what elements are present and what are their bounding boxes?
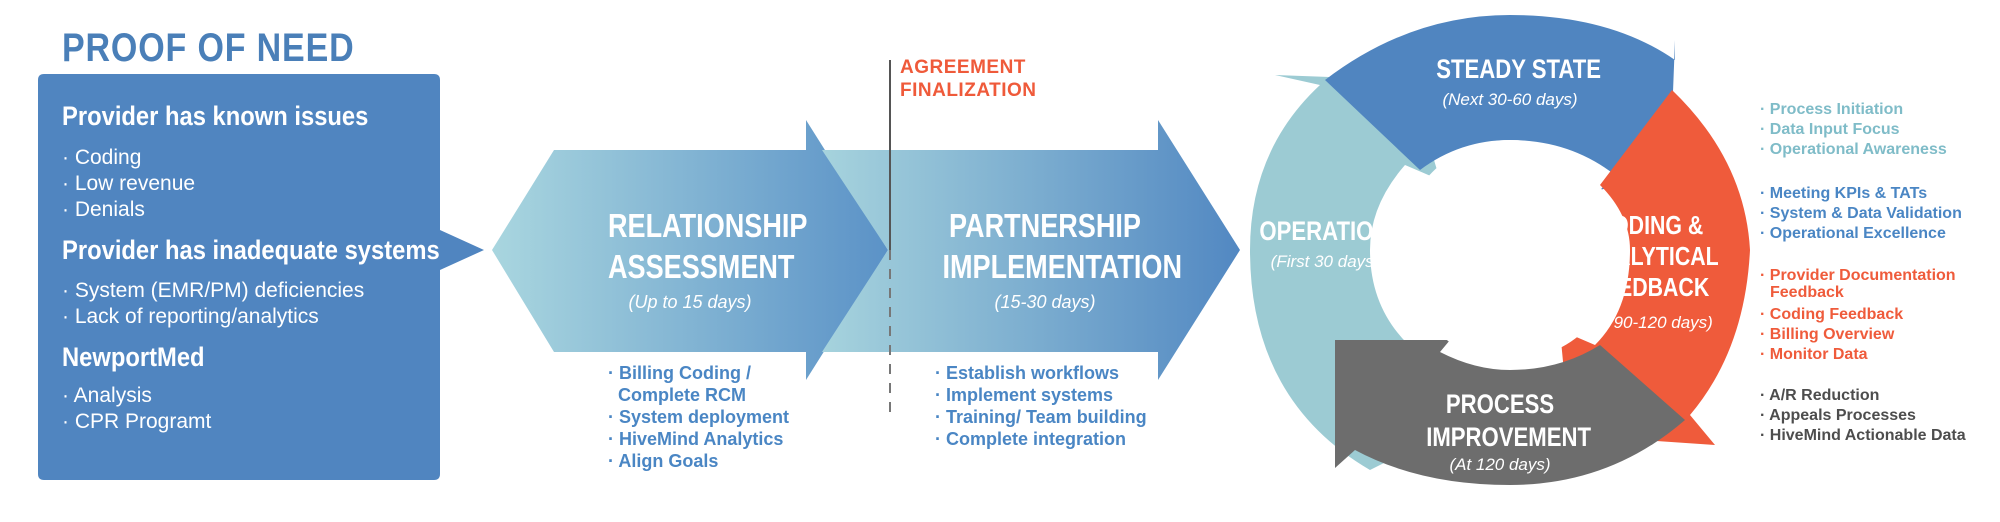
cycle-coding-feedback-title: CODING & ANALYTICAL FEEDBACK <box>1584 210 1719 303</box>
cycle-steady-state-sub: (Next 30-60 days) <box>1442 90 1578 109</box>
list-item: · Operational Excellence <box>1760 225 1946 242</box>
cycle-title-line: FEEDBACK <box>1590 272 1710 302</box>
agreement-line: FINALIZATION <box>900 80 1037 101</box>
list-item: · HiveMind Analytics <box>608 429 784 449</box>
list-item: · HiveMind Actionable Data <box>1760 427 1966 444</box>
relationship-assessment-duration: (Up to 15 days) <box>628 292 752 312</box>
list-item: · A/R Reduction <box>1760 387 1880 404</box>
steady-state-outcomes-list: · Meeting KPIs & TATs · System & Data Va… <box>1760 184 1962 244</box>
list-item: · Data Input Focus <box>1760 121 1900 138</box>
partnership-implementation-arrow <box>822 120 1240 380</box>
proof-heading-inadequate-systems: Provider has inadequate systems <box>62 235 440 265</box>
cycle-operations-sub: (First 30 days) <box>1270 252 1380 271</box>
agreement-finalization-label: AGREEMENT FINALIZATION <box>900 56 1037 102</box>
cycle-title-line: ANALYTICAL <box>1584 241 1719 271</box>
cycle-process-improvement-title: PROCESS IMPROVEMENT <box>1426 388 1592 454</box>
partnership-implementation-title: PARTNERSHIP IMPLEMENTATION <box>942 205 1183 287</box>
list-item: · Appeals Processes <box>1760 407 1916 424</box>
cycle-title-line: IMPROVEMENT <box>1426 422 1592 452</box>
partnership-implementation-duration: (15-30 days) <box>994 292 1096 312</box>
proof-item: · Low revenue <box>62 172 196 195</box>
list-item: Feedback <box>1770 284 1844 301</box>
relationship-assessment-title: RELATIONSHIP ASSESSMENT <box>608 205 808 287</box>
list-item: · Process Initiation <box>1760 101 1904 118</box>
list-item: · Billing Overview <box>1760 326 1895 343</box>
stage-title-line: IMPLEMENTATION <box>942 248 1183 285</box>
cycle-steady-state-segment <box>1325 15 1675 190</box>
list-item: · Align Goals <box>608 451 719 471</box>
stage-title-line: RELATIONSHIP <box>608 207 808 244</box>
relationship-assessment-bullets: · Billing Coding / Complete RCM · System… <box>608 362 789 472</box>
list-item: · Establish workflows <box>935 363 1120 383</box>
stage-title-line: PARTNERSHIP <box>949 207 1141 244</box>
coding-feedback-outcomes-list: · Provider Documentation Feedback · Codi… <box>1760 267 1956 365</box>
proof-heading-newportmed: NewportMed <box>62 342 205 372</box>
cycle-process-improvement-segment <box>1335 340 1685 485</box>
cycle-title-line: PROCESS <box>1445 389 1555 419</box>
partnership-implementation-bullets: · Establish workflows · Implement system… <box>935 362 1147 450</box>
cycle-process-improvement-sub: (At 120 days) <box>1449 455 1551 474</box>
proof-heading-known-issues: Provider has known issues <box>62 101 369 131</box>
agreement-line: AGREEMENT <box>900 57 1026 78</box>
proof-item: · System (EMR/PM) deficiencies <box>62 279 365 302</box>
list-item: · Billing Coding / <box>608 363 751 383</box>
page-title: PROOF OF NEED <box>62 26 355 70</box>
list-item: · Coding Feedback <box>1760 306 1904 323</box>
list-item: · Provider Documentation <box>1760 267 1956 284</box>
proof-item: · Coding <box>62 146 142 169</box>
cycle-steady-state-title: STEADY STATE <box>1436 54 1602 84</box>
list-item: · Complete integration <box>935 429 1127 449</box>
list-item: · Operational Awareness <box>1760 141 1947 158</box>
proof-item: · Denials <box>62 198 145 221</box>
cycle-operations-title: OPERATIONS <box>1259 216 1405 246</box>
process-improvement-outcomes-list: · A/R Reduction · Appeals Processes · Hi… <box>1760 386 1966 446</box>
list-item: Complete RCM <box>618 385 747 405</box>
proof-item: · Analysis <box>62 384 152 407</box>
proof-item: · Lack of reporting/analytics <box>62 305 319 328</box>
operations-outcomes-list: · Process Initiation · Data Input Focus … <box>1760 100 1947 160</box>
stage-title-line: ASSESSMENT <box>608 248 795 285</box>
list-item: · System & Data Validation <box>1760 205 1962 222</box>
list-item: · Monitor Data <box>1760 346 1868 363</box>
relationship-assessment-arrow <box>492 120 888 380</box>
proof-of-need-box <box>38 74 484 480</box>
list-item: · Implement systems <box>935 385 1114 405</box>
list-item: · Training/ Team building <box>935 407 1147 427</box>
cycle-title-line: CODING & <box>1596 210 1704 240</box>
list-item: · Meeting KPIs & TATs <box>1760 185 1928 202</box>
list-item: · System deployment <box>608 407 790 427</box>
cycle-coding-feedback-sub: (At 90-120 days) <box>1587 313 1713 332</box>
proof-item: · CPR Programt <box>62 410 212 433</box>
